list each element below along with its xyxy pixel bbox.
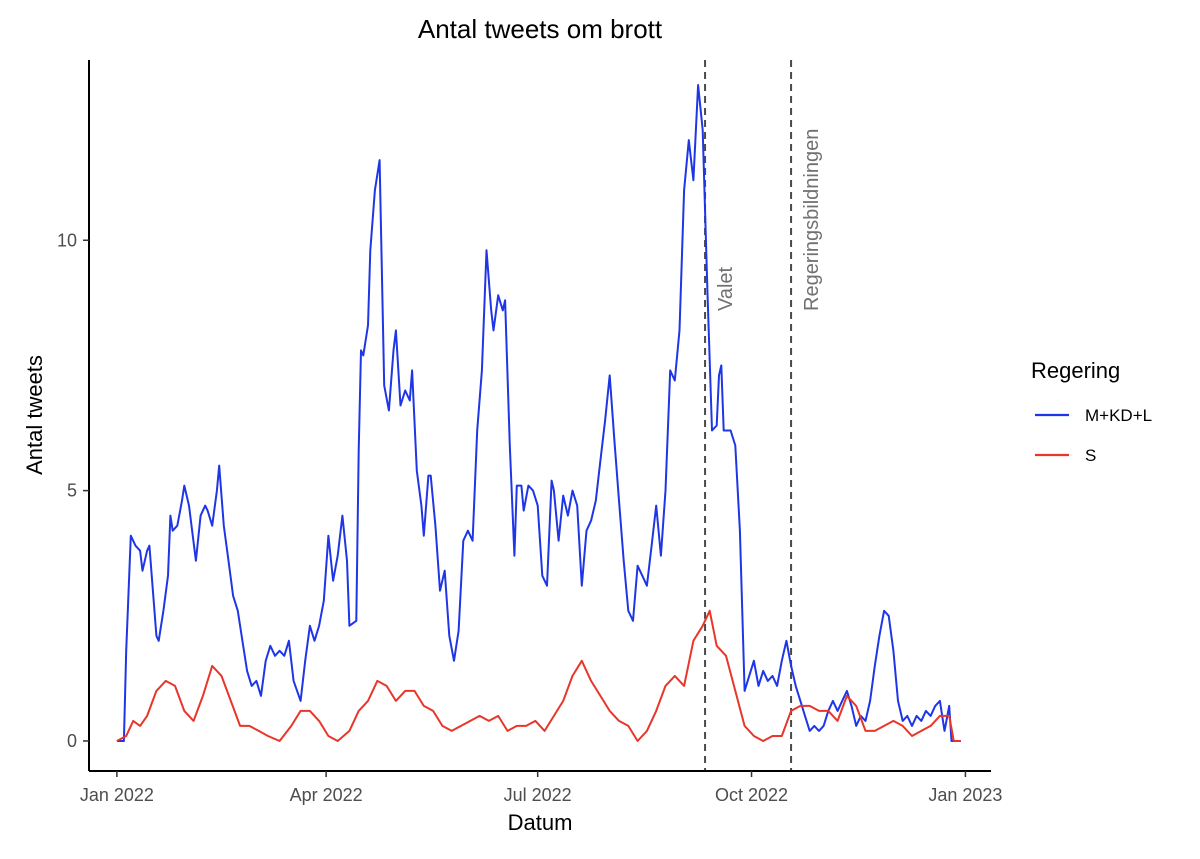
y-axis-title: Antal tweets [22,355,47,475]
y-axis-ticks: 0 5 10 [57,230,89,751]
x-tick-label: Apr 2022 [290,785,363,805]
legend-title: Regering [1031,358,1120,383]
plot-area: Valet Regeringsbildningen [116,60,961,771]
y-tick-label: 5 [67,481,77,501]
x-tick-label: Jan 2023 [928,785,1002,805]
legend-items: M+KD+L S [1035,406,1152,465]
x-axis-title: Datum [508,810,573,835]
annotation-layer: Valet Regeringsbildningen [704,60,823,771]
annotation-label: Valet [715,266,737,311]
x-tick-label: Jul 2022 [504,785,572,805]
y-tick-label: 0 [67,731,77,751]
series-layer [116,84,961,742]
x-tick-label: Jan 2022 [80,785,154,805]
legend-label: M+KD+L [1085,406,1152,425]
series-line [116,609,961,742]
x-tick-label: Oct 2022 [715,785,788,805]
x-axis-ticks: Jan 2022 Apr 2022 Jul 2022 Oct 2022 Jan 2023 [80,771,1002,805]
chart-title: Antal tweets om brott [418,14,663,44]
legend: Regering M+KD+L S [1031,358,1152,465]
legend-label: S [1085,446,1096,465]
series-line [116,84,961,742]
y-tick-label: 10 [57,230,77,250]
annotation-label: Regeringsbildningen [801,129,823,311]
